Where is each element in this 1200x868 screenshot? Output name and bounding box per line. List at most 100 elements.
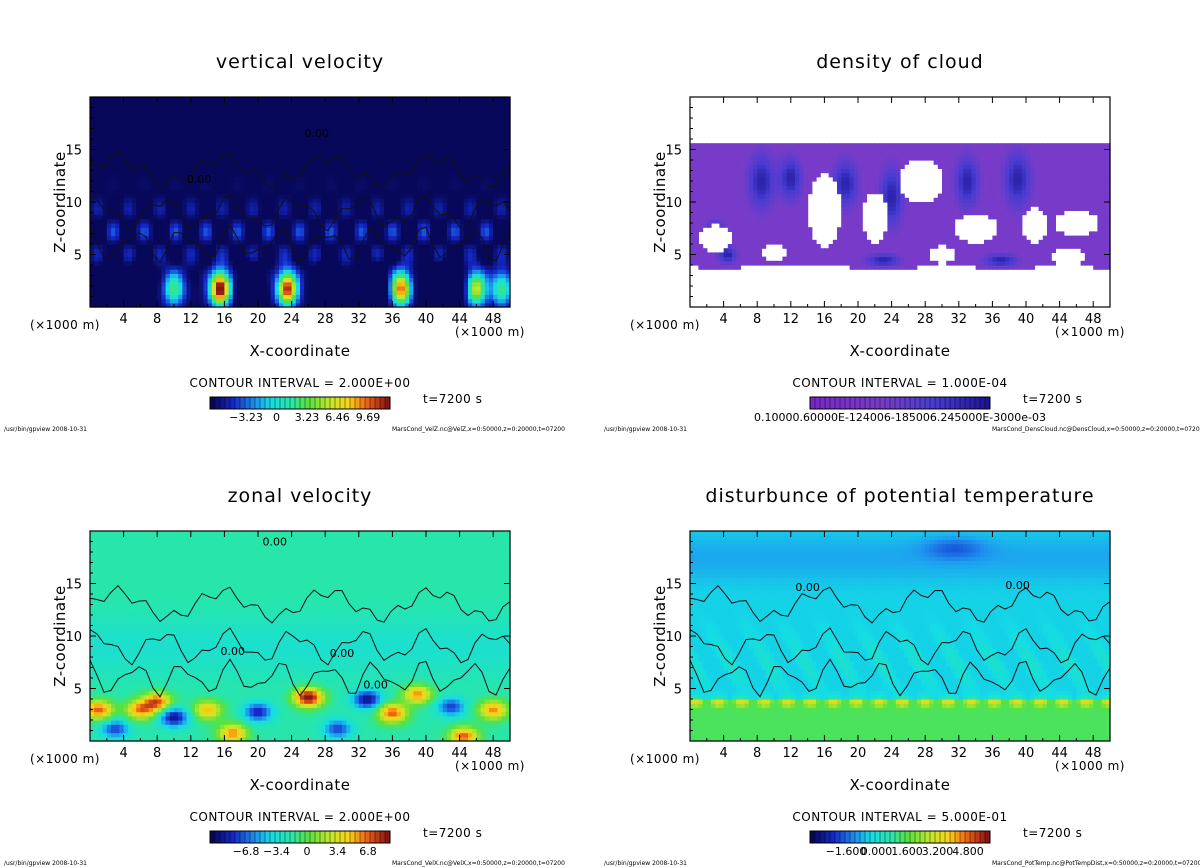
heatmap-cell xyxy=(203,294,209,300)
heatmap-cell xyxy=(157,239,162,245)
heatmap-cell xyxy=(329,202,335,207)
heatmap-cell xyxy=(363,181,368,186)
heatmap-cell xyxy=(245,172,251,178)
heatmap-cell xyxy=(232,151,238,157)
heatmap-cell xyxy=(220,176,225,182)
heatmap-cell xyxy=(274,260,280,266)
heatmap-cell xyxy=(216,105,221,111)
heatmap-cell xyxy=(211,269,217,274)
heatmap-cell xyxy=(199,286,204,291)
heatmap-cell xyxy=(182,206,188,211)
heatmap-cell xyxy=(161,147,167,153)
heatmap-cell xyxy=(505,286,511,291)
heatmap-cell xyxy=(123,126,129,132)
heatmap-cell xyxy=(438,172,444,178)
heatmap-cell xyxy=(228,155,234,161)
heatmap-cell xyxy=(476,130,482,136)
heatmap-cell xyxy=(300,147,305,153)
heatmap-cell xyxy=(241,118,246,123)
heatmap-cell xyxy=(98,206,104,211)
heatmap-cell xyxy=(232,118,238,123)
heatmap-cell xyxy=(127,151,133,157)
heatmap-cell xyxy=(140,227,146,232)
heatmap-cell xyxy=(392,210,398,216)
heatmap-cell xyxy=(367,143,372,148)
heatmap-cell xyxy=(220,172,225,178)
heatmap-cell xyxy=(199,302,204,308)
heatmap-cell xyxy=(153,134,158,140)
heatmap-cell xyxy=(220,302,225,308)
heatmap-cell xyxy=(98,151,104,157)
heatmap-cell xyxy=(148,244,154,249)
heatmap-cell xyxy=(140,290,146,295)
heatmap-cell xyxy=(501,160,507,165)
heatmap-cell xyxy=(207,164,213,169)
heatmap-cell xyxy=(119,193,125,199)
heatmap-cell xyxy=(245,265,251,270)
heatmap-cell xyxy=(199,168,204,174)
heatmap-cell xyxy=(325,185,330,190)
heatmap-cell xyxy=(472,277,477,283)
heatmap-cell xyxy=(190,231,196,237)
heatmap-cell xyxy=(438,206,444,211)
heatmap-cell xyxy=(384,139,389,144)
heatmap-cell xyxy=(434,113,440,119)
heatmap-cell xyxy=(279,290,284,295)
heatmap-cell xyxy=(211,143,217,148)
heatmap-cell xyxy=(476,109,482,115)
heatmap-cell xyxy=(430,147,435,153)
heatmap-cell xyxy=(442,97,448,102)
heatmap-cell xyxy=(148,223,154,228)
heatmap-cell xyxy=(178,206,183,211)
heatmap-cell xyxy=(472,269,477,274)
heatmap-cell xyxy=(451,160,456,165)
heatmap-cell xyxy=(333,244,339,249)
heatmap-cell xyxy=(421,231,427,237)
heatmap-cell xyxy=(413,126,419,132)
heatmap-cell xyxy=(211,109,217,115)
heatmap-cell xyxy=(337,172,343,178)
heatmap-cell xyxy=(228,126,234,132)
heatmap-cell xyxy=(363,260,368,266)
heatmap-cell xyxy=(153,155,158,161)
heatmap-cell xyxy=(333,126,339,132)
heatmap-cell xyxy=(106,122,112,127)
heatmap-cell xyxy=(258,197,263,203)
heatmap-cell xyxy=(493,172,498,178)
heatmap-cell xyxy=(480,126,486,132)
heatmap-cell xyxy=(421,235,427,241)
heatmap-cell xyxy=(253,277,259,283)
heatmap-cell xyxy=(438,109,444,115)
heatmap-cell xyxy=(375,176,381,182)
heatmap-cell xyxy=(337,134,343,140)
heatmap-cell xyxy=(447,214,452,220)
heatmap-cell xyxy=(375,189,381,195)
heatmap-cell xyxy=(287,122,293,127)
heatmap-cell xyxy=(447,210,452,216)
heatmap-cell xyxy=(354,294,360,300)
heatmap-cell xyxy=(228,214,234,220)
heatmap-cell xyxy=(291,231,297,237)
heatmap-cell xyxy=(304,134,309,140)
heatmap-cell xyxy=(279,277,284,283)
heatmap-cell xyxy=(442,248,448,253)
heatmap-cell xyxy=(350,134,356,140)
heatmap-cell xyxy=(426,202,431,207)
heatmap-cell xyxy=(354,181,360,186)
heatmap-cell xyxy=(216,239,221,245)
heatmap-cell xyxy=(270,265,276,270)
heatmap-cell xyxy=(451,185,456,190)
heatmap-cell xyxy=(396,235,402,241)
heatmap-cell xyxy=(132,210,137,216)
heatmap-cell xyxy=(279,231,284,237)
heatmap-cell xyxy=(472,281,477,287)
heatmap-cell xyxy=(463,101,469,106)
heatmap-cell xyxy=(316,101,322,106)
heatmap-cell xyxy=(346,118,351,123)
heatmap-cell xyxy=(468,134,473,140)
heatmap-cell xyxy=(392,294,398,300)
heatmap-cell xyxy=(182,214,188,220)
heatmap-cell xyxy=(165,223,171,228)
heatmap-cell xyxy=(316,273,322,279)
heatmap-cell xyxy=(337,147,343,153)
